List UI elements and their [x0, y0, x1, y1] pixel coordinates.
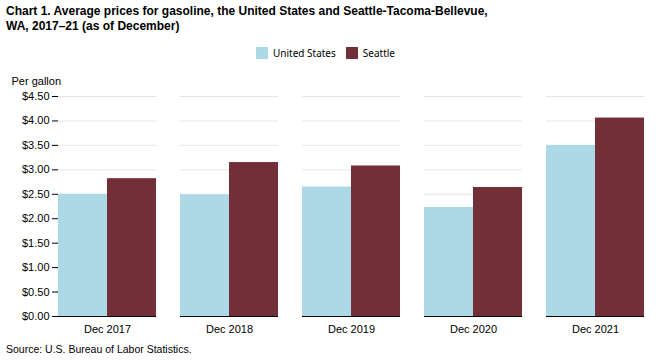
svg-text:Dec 2020: Dec 2020: [450, 323, 497, 335]
html-text:Chart 1. Average prices for ga: Chart 1. Average prices for gasoline, th…: [6, 4, 488, 33]
svg-text:$3.00: $3.00: [22, 163, 50, 175]
html-text:Seattle: Seattle: [362, 45, 395, 60]
svg-text:Dec 2021: Dec 2021: [572, 323, 619, 335]
html-text:Source: U.S. Bureau of Labor S: Source: U.S. Bureau of Labor Statistics.: [6, 343, 192, 355]
svg-text:$4.50: $4.50: [22, 90, 50, 102]
svg-text:$1.50: $1.50: [22, 237, 50, 249]
svg-text:Dec 2017: Dec 2017: [84, 323, 131, 335]
svg-text:$3.50: $3.50: [22, 139, 50, 151]
svg-text:Per gallon: Per gallon: [12, 75, 62, 87]
svg-text:$1.00: $1.00: [22, 261, 50, 273]
svg-text:$2.50: $2.50: [22, 188, 50, 200]
svg-text:$4.00: $4.00: [22, 114, 50, 126]
svg-text:$0.00: $0.00: [22, 310, 50, 322]
svg-text:$2.00: $2.00: [22, 212, 50, 224]
html-text:United States: United States: [273, 45, 336, 60]
svg-text:Dec 2019: Dec 2019: [328, 323, 375, 335]
svg-text:$0.50: $0.50: [22, 286, 50, 298]
svg-text:Dec 2018: Dec 2018: [206, 323, 253, 335]
